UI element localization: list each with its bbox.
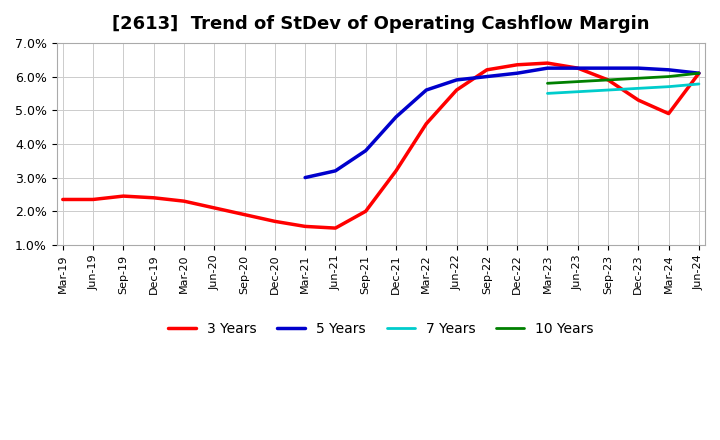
- Line: 10 Years: 10 Years: [547, 73, 699, 83]
- 5 Years: [573, 66, 582, 71]
- 5 Years: [665, 67, 673, 73]
- 5 Years: [513, 70, 521, 76]
- 5 Years: [361, 148, 370, 153]
- 10 Years: [604, 77, 613, 83]
- 10 Years: [665, 74, 673, 79]
- 3 Years: [58, 197, 67, 202]
- 3 Years: [271, 219, 279, 224]
- 5 Years: [634, 66, 643, 71]
- Line: 3 Years: 3 Years: [63, 63, 699, 228]
- 7 Years: [543, 91, 552, 96]
- 3 Years: [513, 62, 521, 67]
- 3 Years: [422, 121, 431, 126]
- 3 Years: [179, 198, 188, 204]
- 5 Years: [452, 77, 461, 83]
- 3 Years: [573, 66, 582, 71]
- Title: [2613]  Trend of StDev of Operating Cashflow Margin: [2613] Trend of StDev of Operating Cashf…: [112, 15, 649, 33]
- 7 Years: [604, 88, 613, 93]
- 3 Years: [119, 194, 127, 199]
- 5 Years: [543, 66, 552, 71]
- Line: 7 Years: 7 Years: [547, 84, 699, 93]
- 5 Years: [482, 74, 491, 79]
- 3 Years: [482, 67, 491, 73]
- 3 Years: [543, 60, 552, 66]
- 5 Years: [331, 168, 340, 173]
- 10 Years: [695, 70, 703, 76]
- 3 Years: [149, 195, 158, 201]
- 3 Years: [604, 77, 613, 83]
- 3 Years: [331, 225, 340, 231]
- 5 Years: [604, 66, 613, 71]
- 3 Years: [89, 197, 97, 202]
- 7 Years: [665, 84, 673, 89]
- 10 Years: [573, 79, 582, 84]
- Legend: 3 Years, 5 Years, 7 Years, 10 Years: 3 Years, 5 Years, 7 Years, 10 Years: [163, 316, 599, 341]
- 3 Years: [634, 98, 643, 103]
- 3 Years: [665, 111, 673, 116]
- 7 Years: [573, 89, 582, 94]
- 5 Years: [392, 114, 400, 120]
- 3 Years: [452, 88, 461, 93]
- 3 Years: [392, 168, 400, 173]
- 3 Years: [361, 209, 370, 214]
- 7 Years: [695, 81, 703, 87]
- 3 Years: [695, 70, 703, 76]
- 7 Years: [634, 86, 643, 91]
- 3 Years: [301, 224, 310, 229]
- 10 Years: [634, 76, 643, 81]
- Line: 5 Years: 5 Years: [305, 68, 699, 178]
- 5 Years: [422, 88, 431, 93]
- 3 Years: [210, 205, 219, 210]
- 10 Years: [543, 81, 552, 86]
- 5 Years: [695, 70, 703, 76]
- 5 Years: [301, 175, 310, 180]
- 3 Years: [240, 212, 249, 217]
